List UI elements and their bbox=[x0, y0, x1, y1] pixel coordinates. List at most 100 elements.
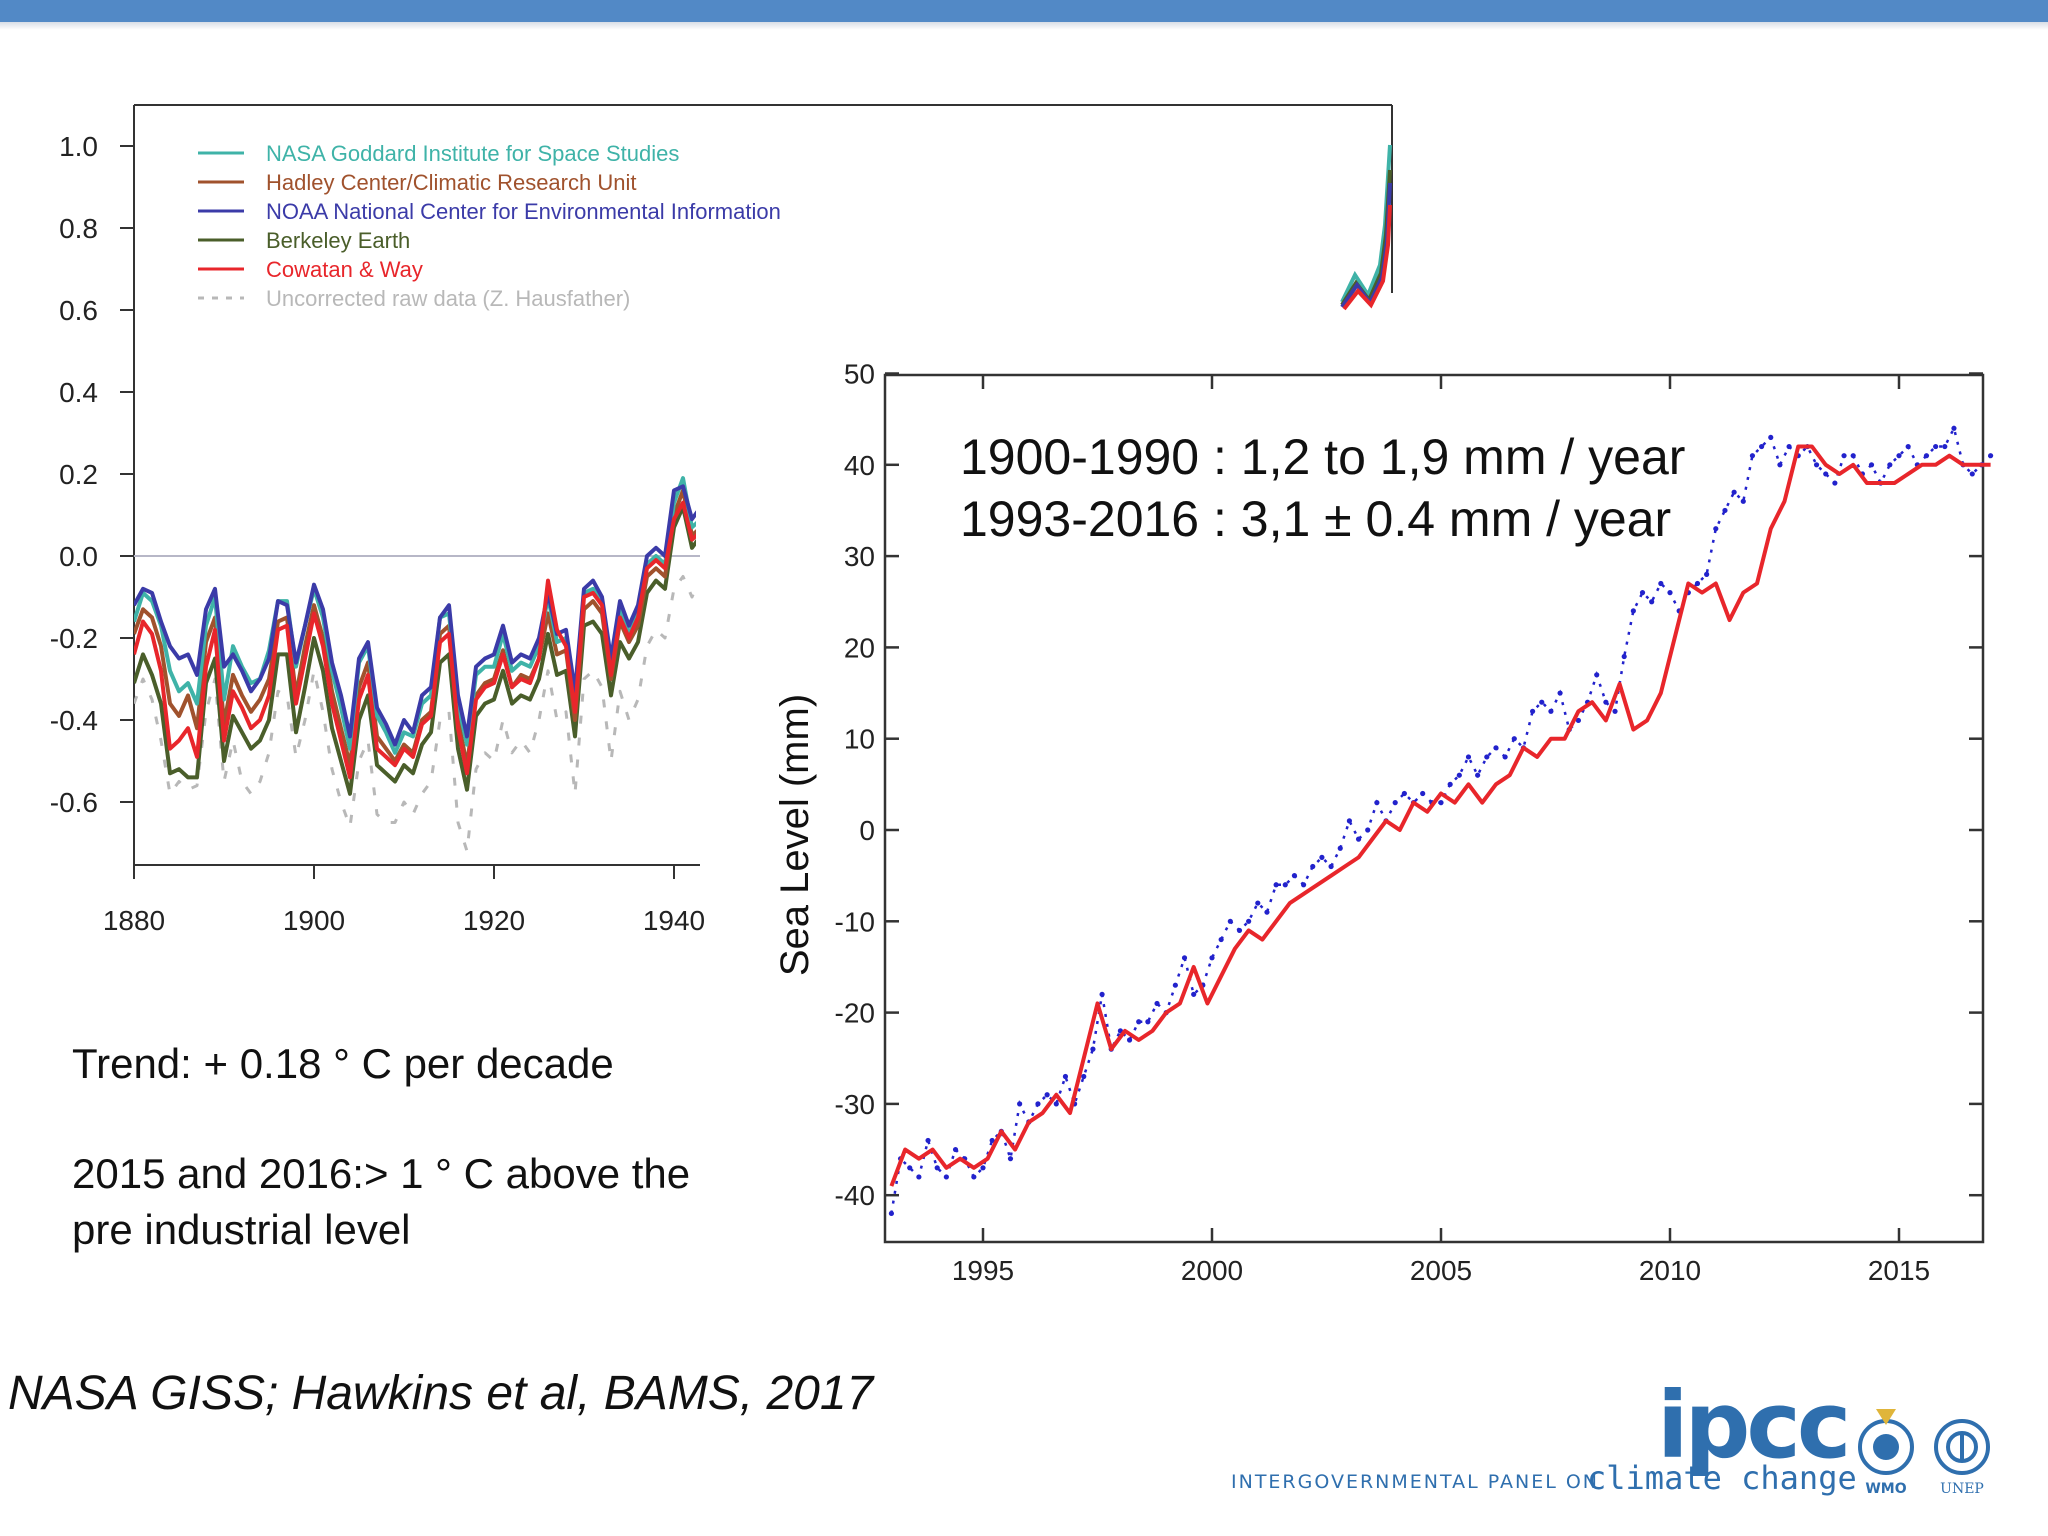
legend-label: Hadley Center/Climatic Research Unit bbox=[266, 170, 636, 195]
sea-rate-annotation-1: 1900-1990 : 1,2 to 1,9 mm / year bbox=[960, 429, 1686, 485]
temp-y-tick-label: 0.0 bbox=[59, 541, 98, 572]
sea-data-point bbox=[1612, 708, 1618, 714]
sea-data-point bbox=[989, 1137, 995, 1144]
sea-rate-annotation-2: 1993-2016 : 3,1 ± 0.4 mm / year bbox=[960, 491, 1672, 547]
sea-data-point bbox=[1511, 736, 1517, 742]
temp-recent-spike bbox=[1340, 144, 1392, 311]
temp-y-tick-label: 1.0 bbox=[59, 131, 98, 162]
sea-data-point bbox=[1923, 453, 1930, 459]
sea-data-point bbox=[1484, 754, 1490, 760]
sea-data-point bbox=[1768, 434, 1774, 441]
sea-data-point bbox=[1291, 873, 1298, 879]
sea-data-point bbox=[1044, 1092, 1050, 1098]
sea-data-point bbox=[1557, 690, 1563, 696]
sea-data-point bbox=[925, 1137, 931, 1144]
sea-data-point bbox=[1841, 453, 1847, 459]
temp-y-tick-label: 0.6 bbox=[59, 295, 98, 326]
sea-data-point bbox=[1621, 653, 1627, 660]
sea-data-point bbox=[1951, 425, 1957, 431]
sea-data-point bbox=[1401, 790, 1407, 797]
sea-y-tick-label: 40 bbox=[844, 450, 875, 481]
sea-data-point bbox=[1493, 745, 1499, 751]
legend-label: Cowatan & Way bbox=[266, 257, 423, 282]
citation: NASA GISS; Hawkins et al, BAMS, 2017 bbox=[8, 1367, 874, 1420]
temp-y-tick-label: -0.4 bbox=[50, 705, 98, 736]
legend-label: NASA Goddard Institute for Space Studies bbox=[266, 141, 679, 166]
sea-data-point bbox=[1456, 772, 1462, 778]
temperature-chart: 1.0 0.8 0.6 0.4 0.2 0.0 -0.2 -0.4 -0.6 1880 1900 1… bbox=[50, 104, 1393, 936]
sea-data-point bbox=[1191, 991, 1197, 997]
sea-data-point bbox=[1438, 800, 1444, 806]
sea-data-point bbox=[1264, 909, 1270, 915]
sea-data-point bbox=[1282, 882, 1288, 888]
sea-y-tick-label: 10 bbox=[844, 724, 875, 755]
temp-y-tick-label: -0.2 bbox=[50, 623, 98, 654]
sea-data-point bbox=[1988, 453, 1994, 459]
sea-data-point bbox=[1465, 754, 1472, 760]
sea-data-point bbox=[1658, 580, 1664, 587]
sea-data-point bbox=[1236, 927, 1243, 934]
sea-data-point bbox=[1246, 918, 1252, 924]
sea-data-point bbox=[1145, 1019, 1151, 1025]
warming-note: 2015 and 2016:> 1 ° C above the pre indu… bbox=[72, 1146, 690, 1258]
sea-data-point bbox=[1731, 489, 1737, 495]
sea-data-point bbox=[952, 1146, 959, 1153]
sea-data-point bbox=[1365, 827, 1371, 833]
warming-note-line2: pre industrial level bbox=[72, 1206, 411, 1253]
sea-data-point bbox=[943, 1174, 949, 1180]
sea-data-point bbox=[1136, 1019, 1142, 1025]
sea-y-tick-label: 30 bbox=[844, 541, 875, 572]
sea-data-point bbox=[1227, 918, 1233, 924]
sea-x-tick-label: 2005 bbox=[1410, 1255, 1472, 1286]
warming-note-line1: 2015 and 2016:> 1 ° C above the bbox=[72, 1150, 691, 1197]
sea-data-point bbox=[1575, 717, 1581, 724]
sea-data-point bbox=[1218, 936, 1224, 943]
sea-data-point bbox=[1420, 790, 1426, 797]
sea-data-point bbox=[1301, 882, 1307, 888]
sea-data-point bbox=[1548, 708, 1554, 714]
header-bar bbox=[0, 0, 2048, 22]
sea-data-point bbox=[1090, 1046, 1096, 1052]
temp-y-tick-label: 0.4 bbox=[59, 377, 98, 408]
sea-data-point bbox=[1667, 590, 1673, 596]
sea-y-tick-label: 50 bbox=[844, 359, 875, 390]
sea-y-tick-label: 20 bbox=[844, 632, 875, 663]
temp-x-tick-label: 1880 bbox=[103, 905, 165, 936]
sea-data-point bbox=[1337, 845, 1343, 851]
ipcc-wordmark: ipcc bbox=[1657, 1372, 1847, 1479]
unep-emblem-icon bbox=[1934, 1419, 1990, 1475]
sea-data-point bbox=[1759, 443, 1765, 450]
sea-data-point bbox=[1649, 599, 1655, 605]
sea-data-point bbox=[1850, 453, 1856, 459]
temp-y-tick-label: 0.2 bbox=[59, 459, 98, 490]
sea-data-point bbox=[1310, 863, 1316, 870]
legend-label: Uncorrected raw data (Z. Hausfather) bbox=[266, 286, 630, 311]
sea-data-point bbox=[1374, 800, 1380, 806]
sea-data-point bbox=[1447, 781, 1453, 787]
sea-y-tick-label: -20 bbox=[835, 998, 875, 1029]
sea-data-point bbox=[1868, 462, 1875, 468]
temp-x-tick-label: 1940 bbox=[643, 905, 705, 936]
sea-smoothed-line bbox=[889, 444, 1991, 1187]
sea-data-point bbox=[1319, 854, 1325, 860]
sea-data-point bbox=[1777, 462, 1783, 468]
unep-label: UNEP bbox=[1940, 1481, 1984, 1497]
sea-data-point bbox=[1713, 526, 1719, 532]
temp-series-line-berkeley bbox=[134, 504, 696, 796]
sea-data-point bbox=[1273, 882, 1279, 888]
sea-data-point bbox=[1813, 462, 1820, 468]
sea-data-point bbox=[1887, 462, 1893, 468]
sea-data-point bbox=[1475, 772, 1481, 778]
sea-plot-frame bbox=[883, 373, 1985, 1244]
sea-data-point bbox=[1969, 471, 1975, 477]
sea-data-point bbox=[1823, 471, 1829, 477]
ipcc-tagline-small: INTERGOVERNMENTAL PANEL ON bbox=[1231, 1471, 1599, 1493]
sea-data-point bbox=[934, 1165, 940, 1171]
wmo-label: WMO bbox=[1865, 1481, 1906, 1497]
temp-recent-line-cowtan bbox=[1342, 204, 1392, 311]
sea-data-point bbox=[1749, 453, 1756, 459]
sea-data-point bbox=[1933, 443, 1939, 450]
sea-data-point bbox=[1942, 443, 1948, 450]
sea-data-point bbox=[1530, 708, 1536, 714]
sea-data-point bbox=[1603, 699, 1609, 705]
